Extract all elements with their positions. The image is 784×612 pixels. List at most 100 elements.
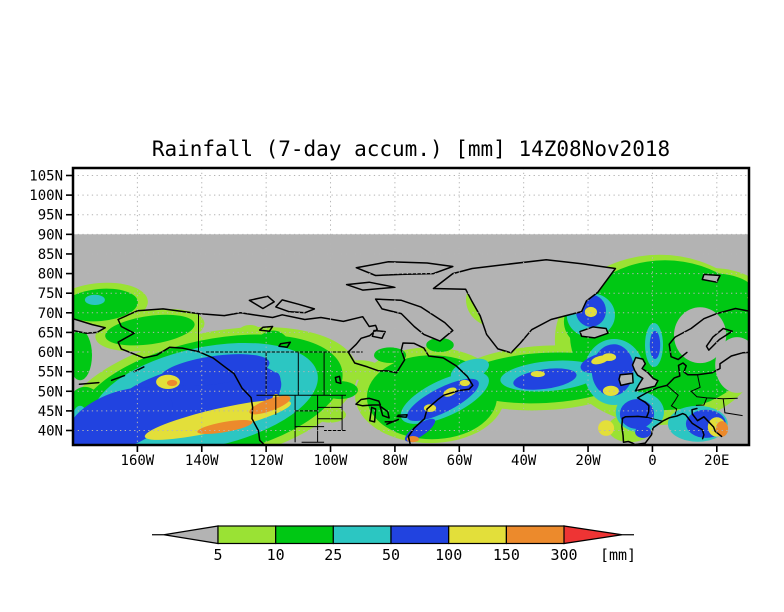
precip-cell-25-50 (84, 294, 105, 305)
precip-cell-10-25 (73, 288, 138, 322)
precip-cell-10-25 (426, 337, 454, 353)
precip-cell-100-150 (601, 353, 617, 361)
land-mass (248, 295, 275, 310)
lat-tick-label: 60N (38, 345, 63, 361)
precip-cell-under5-gap (715, 337, 749, 393)
lon-tick-label: 60W (447, 453, 473, 469)
land-mass (701, 273, 721, 283)
precip-cell-100-150 (459, 379, 470, 387)
coastline (705, 327, 734, 351)
precip-cell-150-300 (166, 379, 178, 387)
lat-tick-label: 45N (38, 404, 63, 420)
lon-tick-label: 140W (185, 453, 219, 469)
colorbar-tick-label: 50 (382, 546, 400, 564)
colorbar-arrow-below-min (163, 525, 219, 545)
lon-tick-label: 80W (382, 453, 408, 469)
coastline (334, 375, 342, 385)
lat-tick-label: 65N (38, 325, 63, 341)
colorbar-legend: 5 10 25 50 100 150 300 [mm] (152, 525, 636, 564)
precip-cell-150-300 (715, 421, 729, 437)
precip-cell-150-300 (249, 395, 291, 415)
lat-tick-label: 90N (38, 227, 63, 243)
precip-cell-50-100 (160, 354, 270, 387)
coastline (621, 351, 749, 420)
land-mass (432, 259, 617, 354)
lat-tick-label: 85N (38, 247, 63, 263)
coastlines-and-borders (73, 259, 749, 445)
coastline (278, 341, 292, 349)
coastline (110, 374, 126, 382)
coastline (379, 405, 390, 419)
colorbar-segment (332, 525, 392, 545)
lat-tick-label: 55N (38, 365, 63, 381)
lon-tick-label: 160W (121, 453, 155, 469)
precip-cell-50-100 (619, 399, 655, 429)
coastline (691, 407, 723, 438)
precip-cell-50-100 (513, 368, 577, 390)
coastline (668, 307, 749, 361)
colorbar-unit-label: [mm] (600, 546, 636, 564)
coastline (369, 406, 377, 423)
lat-tick-label: 40N (38, 424, 63, 440)
precip-cell-50-100 (404, 418, 436, 442)
coastline (117, 318, 266, 445)
colorbar-segment (448, 525, 508, 545)
chart-title: Rainfall (7-day accum.) [mm] 14Z08Nov201… (152, 137, 670, 161)
colorbar-segment (505, 525, 565, 545)
precipitation-shading (73, 254, 749, 445)
precip-cell-5-10 (240, 325, 260, 336)
latitude-axis: 105N 100N 95N 90N 85N 80N 75N 70N 65N 60N 55N 50N 45… (29, 168, 73, 440)
colorbar-tick-label: 10 (267, 546, 285, 564)
colorbar-segment (390, 525, 450, 545)
lat-tick-label: 105N (29, 168, 63, 184)
colorbar-arrow-above-max (563, 525, 623, 545)
land-mass (371, 329, 386, 340)
land-mass (579, 326, 609, 339)
lon-tick-label: 100W (314, 453, 348, 469)
coastline (681, 412, 705, 440)
coastline (355, 397, 382, 407)
lat-tick-label: 70N (38, 306, 63, 322)
plot-frame (71, 166, 751, 447)
lat-tick-label: 50N (38, 384, 63, 400)
precip-cell-100-150 (530, 370, 545, 378)
precip-cell-100-150 (602, 385, 619, 396)
precip-cell-50-100 (635, 426, 652, 438)
coastline (117, 308, 474, 445)
colorbar-segment (275, 525, 335, 545)
precip-cell-100-150 (584, 306, 598, 318)
lon-tick-label: 20W (575, 453, 601, 469)
lat-tick-label: 80N (38, 267, 63, 283)
lat-tick-label: 100N (29, 188, 63, 204)
precip-cell-10-25 (73, 330, 92, 381)
precip-cell-150-300 (197, 420, 253, 434)
land-mass (275, 299, 316, 314)
land-mass (345, 281, 396, 291)
precip-cell-100-150 (598, 420, 615, 436)
coastline (384, 418, 400, 425)
coastline (133, 366, 145, 373)
land-mass (618, 372, 634, 387)
political-border (695, 397, 708, 406)
political-border (646, 416, 663, 422)
precip-cell-25-50 (450, 358, 489, 382)
lat-tick-label: 75N (38, 286, 63, 302)
lon-tick-label: 0 (648, 453, 656, 469)
colorbar-tick-label: 5 (213, 546, 222, 564)
lat-tick-label: 95N (38, 208, 63, 224)
precip-cell-50-100 (406, 378, 479, 422)
precip-cell-10-25 (374, 347, 407, 364)
colorbar-tick-label: 300 (550, 546, 577, 564)
colorbar-tick-label: 25 (324, 546, 342, 564)
coastline (78, 381, 100, 385)
colorbar-segment (217, 525, 277, 545)
lon-tick-label: 120W (249, 453, 283, 469)
precip-cell-under5-gap (674, 307, 727, 364)
coastline (258, 325, 274, 332)
political-border (722, 398, 743, 417)
precip-cell-10-25 (676, 273, 749, 304)
lon-tick-label: 40W (511, 453, 537, 469)
precip-cell-50-100 (649, 330, 661, 360)
colorbar-tick-label: 100 (435, 546, 462, 564)
